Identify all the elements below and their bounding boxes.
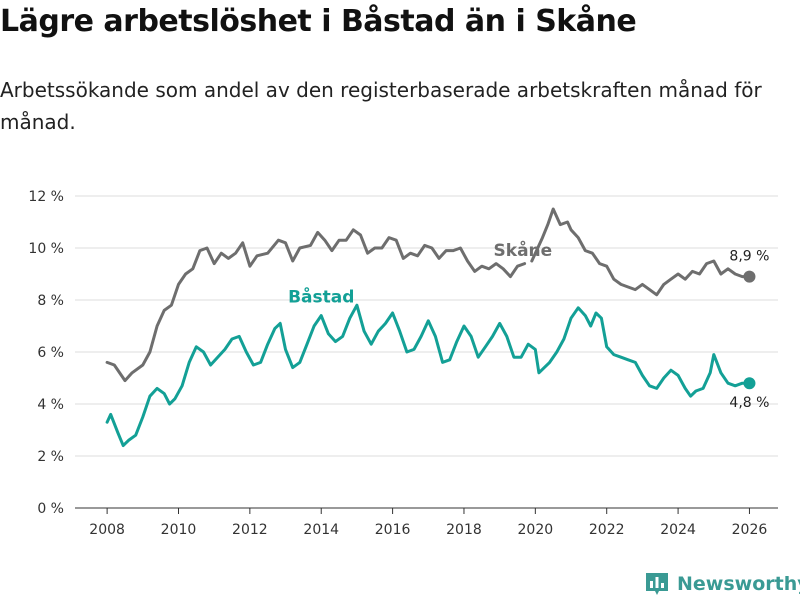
x-tick-label: 2020: [518, 522, 554, 538]
x-tick-label: 2024: [660, 522, 696, 538]
series-end-label-bastad: 4,8 %: [729, 395, 769, 411]
series-line-skane-segment: [530, 207, 751, 297]
page-title: Lägre arbetslöshet i Båstad än i Skåne: [0, 4, 637, 39]
y-tick-label: 2 %: [37, 449, 64, 465]
x-tick-label: 2016: [375, 522, 411, 538]
x-tick-label: 2018: [446, 522, 482, 538]
series-end-point-skane: [743, 270, 756, 283]
series-line-skane: [105, 228, 527, 383]
brand-logo: Newsworthy: [644, 570, 800, 598]
y-tick-label: 10 %: [28, 241, 64, 257]
y-tick-label: 12 %: [28, 189, 64, 205]
series-label-bastad: Båstad: [288, 286, 354, 308]
series-end-label-skane: 8,9 %: [729, 249, 769, 265]
y-tick-label: 6 %: [37, 345, 64, 361]
y-tick-label: 0 %: [37, 501, 64, 517]
y-tick-label: 4 %: [37, 397, 64, 413]
x-tick-label: 2008: [89, 522, 125, 538]
newsworthy-logo-icon: [646, 573, 668, 595]
brand-name: Newsworthy: [677, 573, 800, 595]
series-label-skane: Skåne: [494, 239, 553, 261]
series-end-point-bastad: [743, 377, 756, 390]
series-line-bastad: [105, 303, 751, 448]
x-tick-label: 2010: [161, 522, 197, 538]
x-tick-label: 2026: [732, 522, 768, 538]
x-tick-label: 2014: [303, 522, 339, 538]
x-tick-label: 2012: [232, 522, 268, 538]
x-tick-label: 2022: [589, 522, 625, 538]
page-subtitle: Arbetssökande som andel av den registerb…: [0, 78, 762, 134]
y-tick-label: 8 %: [37, 293, 64, 309]
